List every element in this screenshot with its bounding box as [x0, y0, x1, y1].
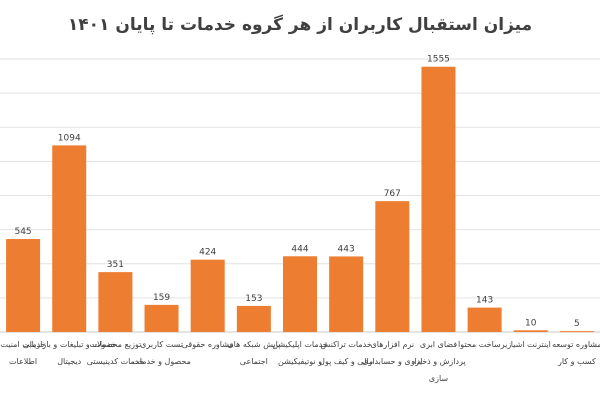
- value-label: 10: [525, 318, 537, 328]
- category-label-line: دیجیتال: [57, 357, 81, 366]
- category-label-line: مشاوره توسعه: [552, 340, 600, 349]
- category-label-line: اطلاعات: [9, 357, 37, 366]
- category-label-line: توزیع محصولات: [89, 340, 141, 349]
- value-label: 159: [153, 293, 170, 303]
- bar: [513, 330, 548, 332]
- category-label-line: زیرساخت محتوا: [458, 340, 511, 349]
- value-label: 351: [107, 260, 124, 270]
- category-label: خدمات و تبلیغات و بازاریابی دیجیتال: [23, 340, 116, 366]
- category-label-line: اداری و حسابداری: [362, 357, 422, 366]
- category-label: خدمات امنیت اطلاعات: [1, 340, 46, 366]
- category-label-line: خدمات اپلیکیشن: [272, 340, 328, 349]
- bar: [467, 307, 502, 332]
- value-label: 1555: [427, 55, 450, 65]
- bar: [6, 239, 41, 332]
- value-label: 153: [245, 294, 262, 304]
- category-label: خدمات تراکنش مالی و کیف پول: [319, 340, 373, 366]
- category-label-line: کسب و کار: [557, 357, 596, 366]
- category-label-line: پایش شبکه های: [227, 340, 280, 349]
- value-label: 545: [14, 227, 31, 237]
- category-label: اینترنت اشیا: [511, 340, 551, 349]
- category-label-line: پردازش و ذخیره: [411, 357, 466, 366]
- category-label: نرم افزارهای اداری و حسابداری: [362, 340, 422, 366]
- category-label-line: خدمات و تبلیغات و بازاریابی: [23, 340, 116, 349]
- bar: [329, 256, 364, 332]
- category-label: خدمات اپلیکیشن و نوتیفیکیشن: [272, 340, 328, 366]
- category-label-line: نرم افزارهای: [371, 340, 415, 349]
- value-label: 5: [574, 319, 580, 329]
- value-labels: 545 1094 351 159 424 153 444 443 767 1555 143 10 5: [14, 55, 579, 329]
- bar: [98, 272, 133, 332]
- category-label-line: خدمات امنیت: [1, 340, 46, 349]
- category-label: فضای ابری پردازش و ذخیره سازی: [411, 340, 466, 383]
- bar: [283, 256, 317, 332]
- value-label: 143: [476, 296, 493, 306]
- category-label-line: اجتماعی: [240, 357, 268, 366]
- value-label: 424: [199, 248, 216, 258]
- category-label: پایش شبکه های اجتماعی: [227, 340, 280, 366]
- bar: [559, 331, 594, 333]
- bar: [236, 305, 271, 332]
- category-label-line: مالی و کیف پول: [319, 357, 373, 366]
- category-label-line: سازی: [429, 374, 449, 383]
- value-label: 443: [338, 244, 355, 254]
- bar: [52, 145, 87, 332]
- category-label: زیرساخت محتوا: [458, 340, 511, 349]
- value-label: 767: [384, 189, 401, 199]
- value-label: 1094: [58, 133, 81, 143]
- category-label: مشاوره توسعه کسب و کار: [552, 340, 600, 366]
- category-label-line: اینترنت اشیا: [511, 340, 551, 349]
- category-label-line: تست کاربری: [140, 340, 183, 349]
- chart-title: میزان استقبال کاربران از هر گروه خدمات ت…: [68, 14, 532, 35]
- category-label-line: خدمات کدینیستی: [87, 357, 144, 366]
- bar: [190, 259, 225, 332]
- bar: [421, 66, 456, 332]
- category-label: تست کاربری محصول و خدمات: [132, 340, 191, 366]
- category-label-line: محصول و خدمات: [132, 357, 191, 366]
- category-label-line: مشاوره حقوقی: [182, 340, 234, 349]
- value-label: 444: [291, 244, 308, 254]
- category-label-line: فضای ابری: [420, 340, 457, 349]
- category-label-line: و نوتیفیکیشن: [278, 357, 322, 366]
- category-label-line: خدمات تراکنش: [321, 340, 372, 349]
- category-label: توزیع محصولات خدمات کدینیستی: [87, 340, 144, 366]
- bars: [6, 66, 594, 333]
- bar: [144, 304, 179, 332]
- category-label: مشاوره حقوقی: [182, 340, 234, 349]
- bar: [375, 201, 410, 332]
